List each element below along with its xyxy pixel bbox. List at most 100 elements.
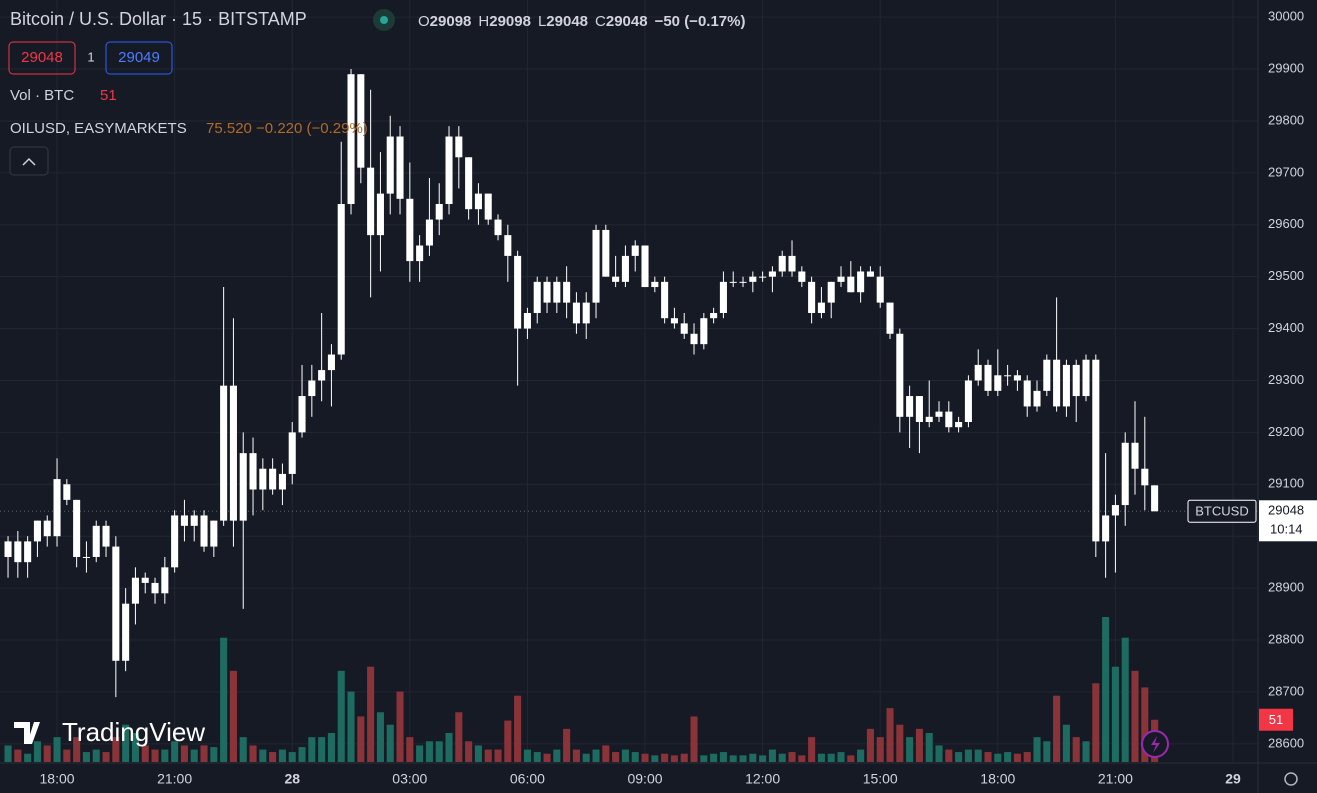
volume-bar xyxy=(416,745,424,762)
volume-bar xyxy=(269,752,277,762)
volume-bar xyxy=(788,752,796,762)
candle-body xyxy=(984,364,992,391)
settings-icon[interactable] xyxy=(1284,772,1298,786)
candle-body xyxy=(1062,364,1070,407)
ask[interactable]: 29049 xyxy=(118,49,160,66)
candle-body xyxy=(572,302,580,324)
logo-icon xyxy=(14,722,40,744)
volume-bar xyxy=(278,749,286,762)
logo: TradingView xyxy=(62,717,205,747)
x-tick-label: 09:00 xyxy=(627,771,662,787)
volume-bar xyxy=(14,749,22,762)
candle-body xyxy=(935,411,943,417)
candle-body xyxy=(386,136,394,194)
volume-bar xyxy=(543,753,551,762)
volume-bar xyxy=(425,741,433,762)
candle-body xyxy=(1082,359,1090,397)
candle-body xyxy=(876,276,884,303)
volume-bar xyxy=(612,752,620,762)
volume-bar xyxy=(994,753,1002,762)
x-tick-label: 18:00 xyxy=(40,771,75,787)
y-tick-label: 28600 xyxy=(1268,735,1304,750)
candle-body xyxy=(974,364,982,381)
volume-bar xyxy=(73,737,81,762)
bid-box[interactable] xyxy=(8,41,76,75)
ohlc-letter: O xyxy=(418,13,430,30)
y-tick-label: 28800 xyxy=(1268,631,1304,646)
volume-bar xyxy=(1121,637,1129,762)
collapse-button[interactable] xyxy=(9,146,49,176)
candle-body xyxy=(1111,505,1119,516)
candle-body xyxy=(817,302,825,314)
candle-body xyxy=(1092,359,1100,542)
volume-bar xyxy=(386,724,394,762)
candle-body xyxy=(141,577,149,583)
candle-body xyxy=(367,167,375,236)
volume-bar xyxy=(318,737,326,762)
candle-body xyxy=(778,255,786,272)
volume-bar xyxy=(1004,752,1012,762)
volume-bar xyxy=(239,737,247,762)
candle-body xyxy=(53,479,61,537)
x-tick-label: 21:00 xyxy=(157,771,192,787)
candle-body xyxy=(376,193,384,236)
candle-body xyxy=(494,219,502,236)
candle-body xyxy=(210,520,218,547)
volume-bar xyxy=(24,753,32,762)
symbol-tag: BTCUSD xyxy=(1195,504,1248,519)
volume-bar xyxy=(759,755,767,762)
volume-bar xyxy=(122,724,130,762)
candle-body xyxy=(63,484,71,500)
candle-body xyxy=(180,515,188,526)
candle-body xyxy=(1072,364,1080,397)
volume-bar xyxy=(778,753,786,762)
candle-body xyxy=(4,541,12,557)
volume-bar xyxy=(710,753,718,762)
collapse-icon[interactable] xyxy=(22,157,36,166)
candle-body xyxy=(906,396,914,417)
ask-box[interactable] xyxy=(105,41,173,75)
candle-body xyxy=(1141,468,1149,486)
volume-bar xyxy=(1053,695,1061,762)
volume-bar xyxy=(896,724,904,762)
volume-bar xyxy=(494,749,502,762)
volume-bar xyxy=(514,695,522,762)
candle-body xyxy=(161,567,169,594)
volume-bar xyxy=(53,737,61,762)
candle-body xyxy=(837,276,845,282)
candle-body xyxy=(259,468,267,490)
volume-bar xyxy=(582,753,590,762)
volume-bar xyxy=(563,728,571,762)
lightning-icon[interactable] xyxy=(1151,736,1160,753)
candle-body xyxy=(347,74,355,204)
volume-bar xyxy=(621,749,629,762)
candle-body xyxy=(278,473,286,490)
candle-body xyxy=(308,380,316,397)
y-tick-label: 29600 xyxy=(1268,216,1304,231)
candle-body xyxy=(33,520,41,542)
volume-bar xyxy=(1141,687,1149,762)
volume-bar xyxy=(602,745,610,762)
chart-title: Bitcoin / U.S. Dollar · 15 · BITSTAMP xyxy=(10,9,307,29)
volume-bar xyxy=(974,749,982,762)
candle-body xyxy=(866,271,874,277)
ohlc-value: 29098 xyxy=(489,13,531,30)
candle-body xyxy=(759,276,767,278)
candle-body xyxy=(857,271,865,293)
volume-tag-box xyxy=(1259,708,1293,731)
volume-bar xyxy=(308,737,316,762)
compare-symbol: OILUSD, EASYMARKETS xyxy=(10,120,187,137)
volume-bar xyxy=(298,747,306,762)
bid[interactable]: 29048 xyxy=(21,49,63,66)
candle-body xyxy=(719,281,727,314)
y-tick-label: 29300 xyxy=(1268,372,1304,387)
volume-bar xyxy=(1092,683,1100,762)
volume-bar xyxy=(288,752,296,762)
axes: 2860028700288002890029000291002920029300… xyxy=(0,9,1317,787)
volume-bar xyxy=(43,745,51,762)
candle-body xyxy=(670,318,678,324)
ohlc-text: O29098 H29098 L29048 C29048 −50 (−0.17%) xyxy=(418,13,745,30)
candle-body xyxy=(729,281,737,283)
ohlc-value: 29048 xyxy=(546,13,588,30)
volume-bar xyxy=(866,728,874,762)
